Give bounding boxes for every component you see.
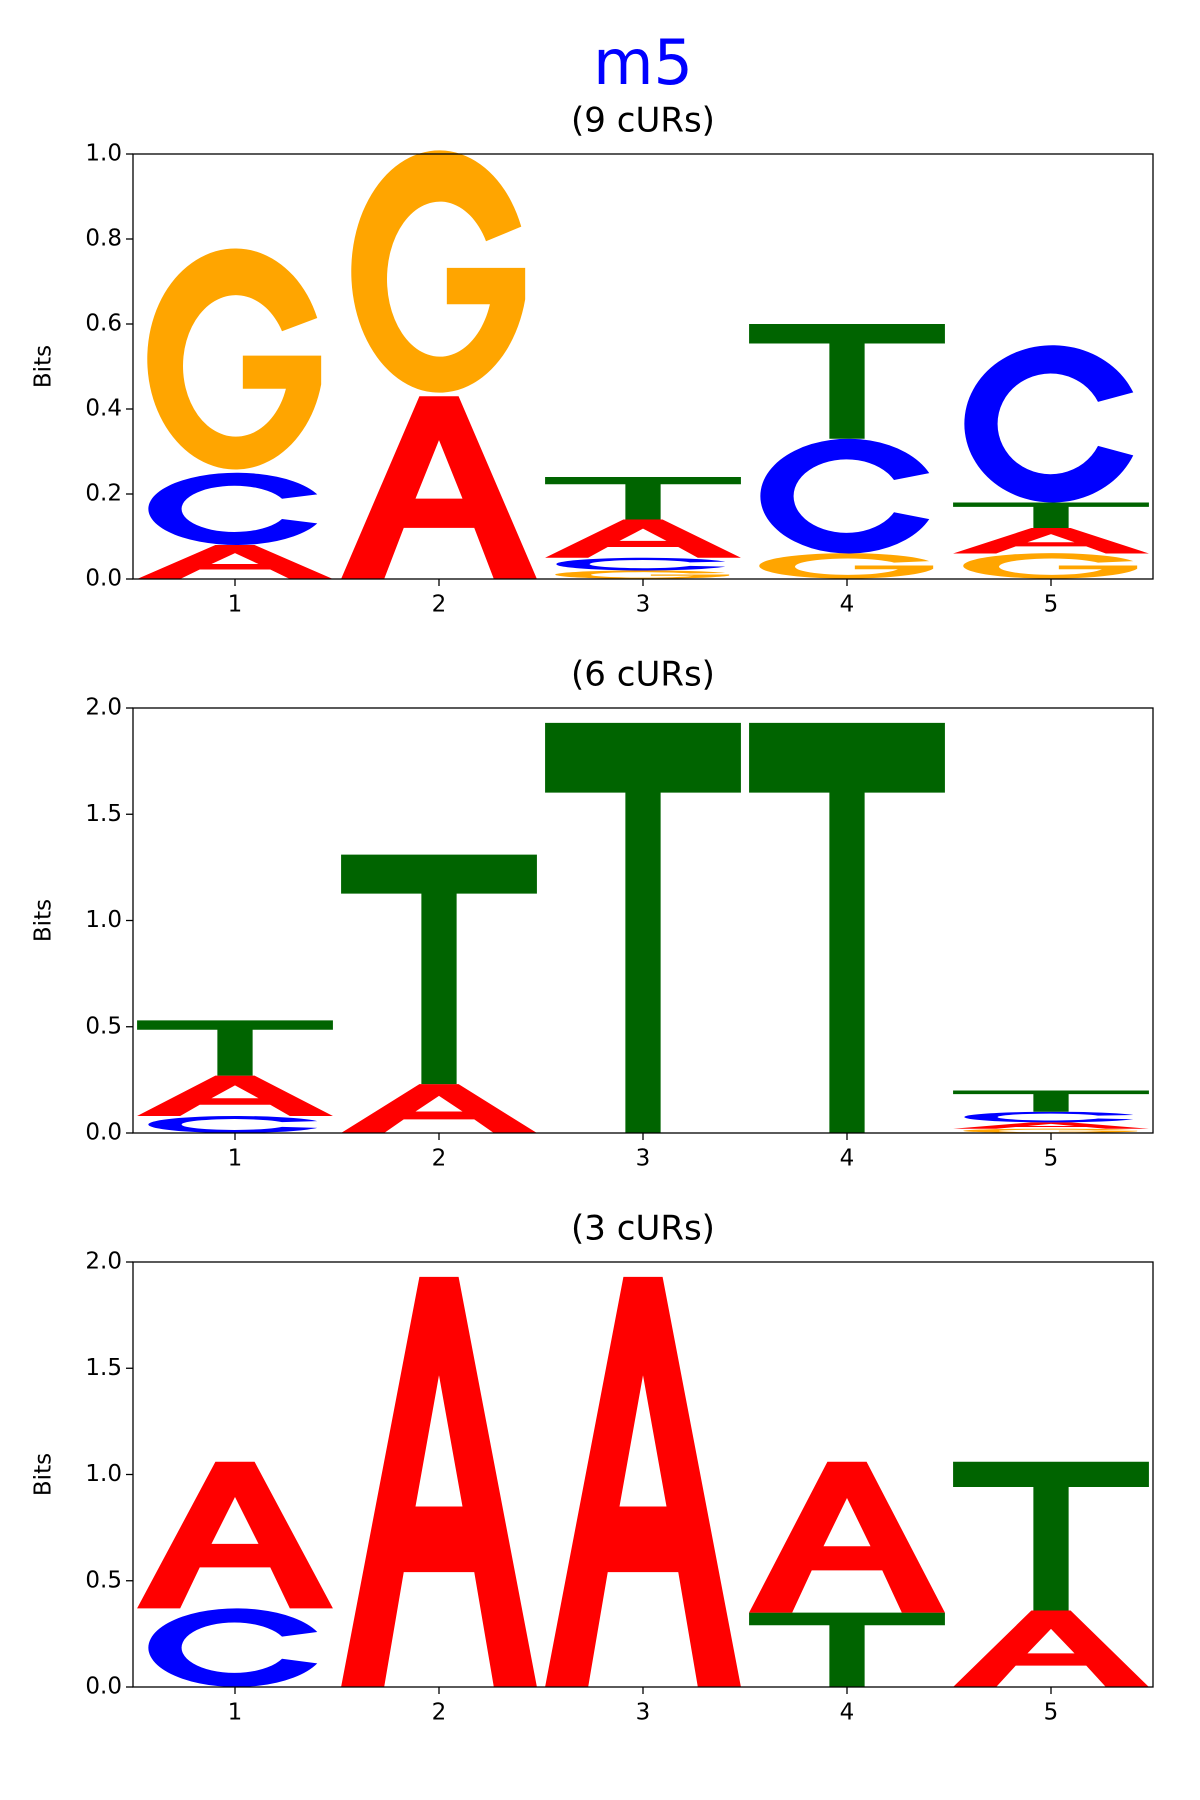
letter-G: [555, 570, 730, 579]
y-tick-label: 0.2: [85, 481, 122, 507]
x-tick-label: 1: [228, 1146, 243, 1172]
letter-A: [341, 1084, 537, 1133]
x-tick-label: 5: [1044, 1146, 1059, 1172]
axes-frame: [132, 707, 1154, 1134]
y-tick-label: 0.0: [85, 1674, 122, 1700]
letter-C: [148, 1608, 318, 1687]
letter-A: [137, 545, 333, 579]
y-tick-label: 1.5: [85, 801, 122, 827]
letter-A: [545, 519, 741, 558]
letter-T: [545, 722, 741, 1133]
x-tick-label: 2: [432, 1700, 447, 1726]
panel-title: (9 cURs): [571, 101, 715, 141]
figure-title: m5: [593, 26, 693, 99]
letter-G: [963, 1128, 1138, 1133]
letter-G: [351, 150, 526, 393]
y-tick-label: 0.8: [85, 226, 122, 252]
letter-T: [341, 854, 537, 1085]
letter-A: [341, 396, 537, 579]
letter-G: [759, 553, 934, 579]
letter-A: [953, 1122, 1149, 1129]
y-axis-label: Bits: [31, 899, 57, 942]
y-tick-label: 1.0: [85, 141, 122, 167]
y-tick-label: 0.0: [85, 1120, 122, 1146]
y-tick-label: 0.5: [85, 1567, 122, 1593]
y-axis-label: Bits: [31, 345, 57, 388]
x-tick-label: 3: [636, 592, 651, 618]
x-tick-label: 5: [1044, 592, 1059, 618]
y-tick-label: 1.5: [85, 1355, 122, 1381]
letter-T: [749, 324, 945, 439]
x-tick-label: 4: [840, 1700, 855, 1726]
axes-frame: [132, 153, 1154, 580]
x-tick-label: 3: [636, 1146, 651, 1172]
x-tick-label: 5: [1044, 1700, 1059, 1726]
panel-title: (6 cURs): [571, 655, 715, 695]
x-tick-label: 1: [228, 592, 243, 618]
x-tick-label: 4: [840, 592, 855, 618]
y-tick-label: 0.0: [85, 566, 122, 592]
letter-T: [953, 1461, 1149, 1611]
x-tick-label: 4: [840, 1146, 855, 1172]
y-axis-label: Bits: [31, 1453, 57, 1496]
letter-T: [953, 502, 1149, 528]
letter-C: [556, 557, 726, 571]
letter-A: [137, 1461, 333, 1609]
letter-G: [147, 248, 322, 470]
letter-T: [749, 722, 945, 1133]
letter-A: [953, 1610, 1149, 1687]
y-tick-label: 0.6: [85, 311, 122, 337]
y-tick-label: 2.0: [85, 695, 122, 721]
panel-title: (3 cURs): [571, 1209, 715, 1249]
y-tick-label: 0.5: [85, 1013, 122, 1039]
y-tick-label: 1.0: [85, 907, 122, 933]
x-tick-label: 2: [432, 1146, 447, 1172]
letter-A: [953, 528, 1149, 554]
letter-C: [148, 1116, 318, 1133]
x-tick-label: 1: [228, 1700, 243, 1726]
letter-C: [964, 1111, 1134, 1123]
axes-frame: [132, 1261, 1154, 1688]
letter-T: [953, 1090, 1149, 1112]
letter-T: [545, 477, 741, 520]
letter-A: [545, 1276, 741, 1687]
letter-A: [749, 1461, 945, 1613]
letter-T: [749, 1612, 945, 1687]
y-tick-label: 0.4: [85, 396, 122, 422]
letter-C: [964, 345, 1134, 503]
letter-A: [341, 1276, 537, 1687]
y-tick-label: 2.0: [85, 1249, 122, 1275]
x-tick-label: 2: [432, 592, 447, 618]
y-tick-label: 1.0: [85, 1461, 122, 1487]
letter-T: [137, 1020, 333, 1076]
letter-A: [137, 1075, 333, 1116]
letter-G: [963, 553, 1138, 579]
letter-C: [760, 438, 930, 554]
x-tick-label: 3: [636, 1700, 651, 1726]
letter-C: [148, 472, 318, 545]
